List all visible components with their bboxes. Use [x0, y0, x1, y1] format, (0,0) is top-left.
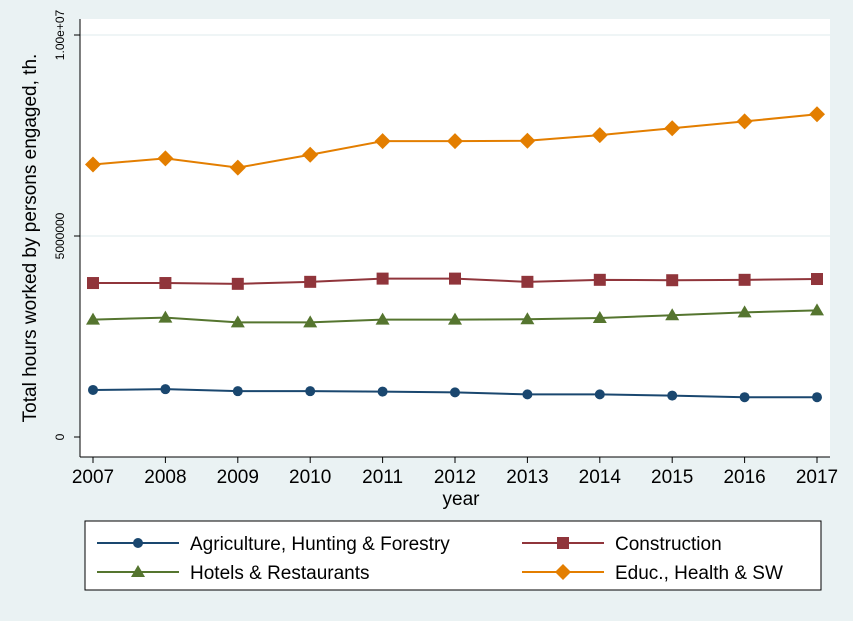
data-point — [230, 315, 245, 328]
x-tick-label: 2008 — [144, 467, 186, 488]
data-point — [739, 392, 750, 403]
data-point — [374, 133, 391, 150]
legend: Agriculture, Hunting & Forestry Construct… — [97, 534, 783, 584]
x-tick-label: 2015 — [651, 467, 693, 488]
data-point — [811, 273, 823, 286]
plot-area — [80, 19, 830, 457]
legend-marker — [133, 538, 143, 548]
legend-label: Construction — [615, 534, 722, 555]
data-point — [519, 132, 536, 149]
series-3 — [85, 106, 825, 176]
data-point — [664, 120, 681, 137]
data-point — [449, 272, 461, 285]
data-point — [305, 386, 316, 397]
x-tick-label: 2012 — [434, 467, 476, 488]
data-point — [85, 156, 101, 173]
data-point — [447, 133, 463, 150]
legend-box — [84, 520, 822, 591]
data-point — [229, 159, 246, 176]
data-point — [521, 275, 534, 288]
x-tick-label: 2007 — [72, 467, 114, 488]
y-tick-label: 5000000 — [53, 212, 67, 259]
series-lines — [85, 106, 825, 403]
data-point — [88, 384, 98, 395]
data-point — [303, 315, 318, 328]
legend-item: Agriculture, Hunting & Forestry — [97, 534, 450, 555]
legend-marker — [555, 564, 571, 580]
y-ticks: 0 5000000 1.00e+07 — [53, 9, 80, 440]
y-tick-label: 0 — [53, 433, 67, 440]
x-tick-label: 2014 — [579, 467, 622, 488]
series-0 — [88, 384, 822, 403]
data-point — [591, 127, 608, 144]
data-point — [86, 312, 100, 325]
data-point — [738, 273, 751, 286]
data-point — [667, 390, 678, 401]
data-point — [231, 277, 244, 290]
x-tick-label: 2010 — [289, 467, 331, 488]
data-point — [592, 311, 607, 324]
legend-item: Educ., Health & SW — [522, 563, 783, 584]
data-point — [594, 389, 605, 400]
data-point — [450, 387, 460, 398]
data-point — [522, 389, 533, 400]
legend-label: Hotels & Restaurants — [190, 563, 370, 584]
data-point — [520, 312, 535, 325]
x-tick-label: 2009 — [217, 467, 259, 488]
legend-label: Agriculture, Hunting & Forestry — [190, 534, 450, 555]
y-tick-label: 1.00e+07 — [53, 9, 67, 60]
data-point — [376, 272, 389, 285]
data-point — [809, 106, 825, 123]
legend-marker — [131, 565, 145, 577]
x-tick-label: 2011 — [362, 467, 403, 488]
data-point — [232, 386, 243, 397]
x-axis-title: year — [443, 489, 481, 510]
data-point — [157, 150, 174, 167]
grid-lines — [80, 34, 830, 237]
data-point — [810, 303, 824, 316]
data-point — [448, 312, 462, 325]
y-axis-title: Total hours worked by persons engaged, t… — [20, 54, 41, 423]
data-point — [737, 305, 752, 318]
x-tick-label: 2017 — [796, 467, 838, 488]
x-ticks: 2007 2008 2009 2010 2011 2012 2013 2014 2015 2016… — [72, 457, 838, 488]
data-point — [666, 274, 679, 287]
data-point — [736, 113, 753, 130]
series-1 — [87, 272, 823, 290]
legend-marker — [557, 537, 569, 549]
data-point — [375, 312, 390, 325]
data-point — [87, 277, 99, 290]
data-point — [377, 386, 388, 397]
data-point — [665, 308, 680, 321]
data-point — [302, 146, 319, 163]
data-point — [812, 392, 822, 403]
data-point — [158, 310, 173, 323]
data-point — [160, 384, 171, 395]
x-tick-label: 2016 — [723, 467, 765, 488]
series-2 — [86, 303, 824, 328]
data-point — [304, 275, 317, 288]
x-tick-label: 2013 — [506, 467, 548, 488]
legend-label: Educ., Health & SW — [615, 563, 783, 584]
legend-item: Construction — [522, 534, 722, 555]
legend-item: Hotels & Restaurants — [97, 563, 370, 584]
data-point — [159, 277, 172, 290]
data-point — [593, 273, 606, 286]
